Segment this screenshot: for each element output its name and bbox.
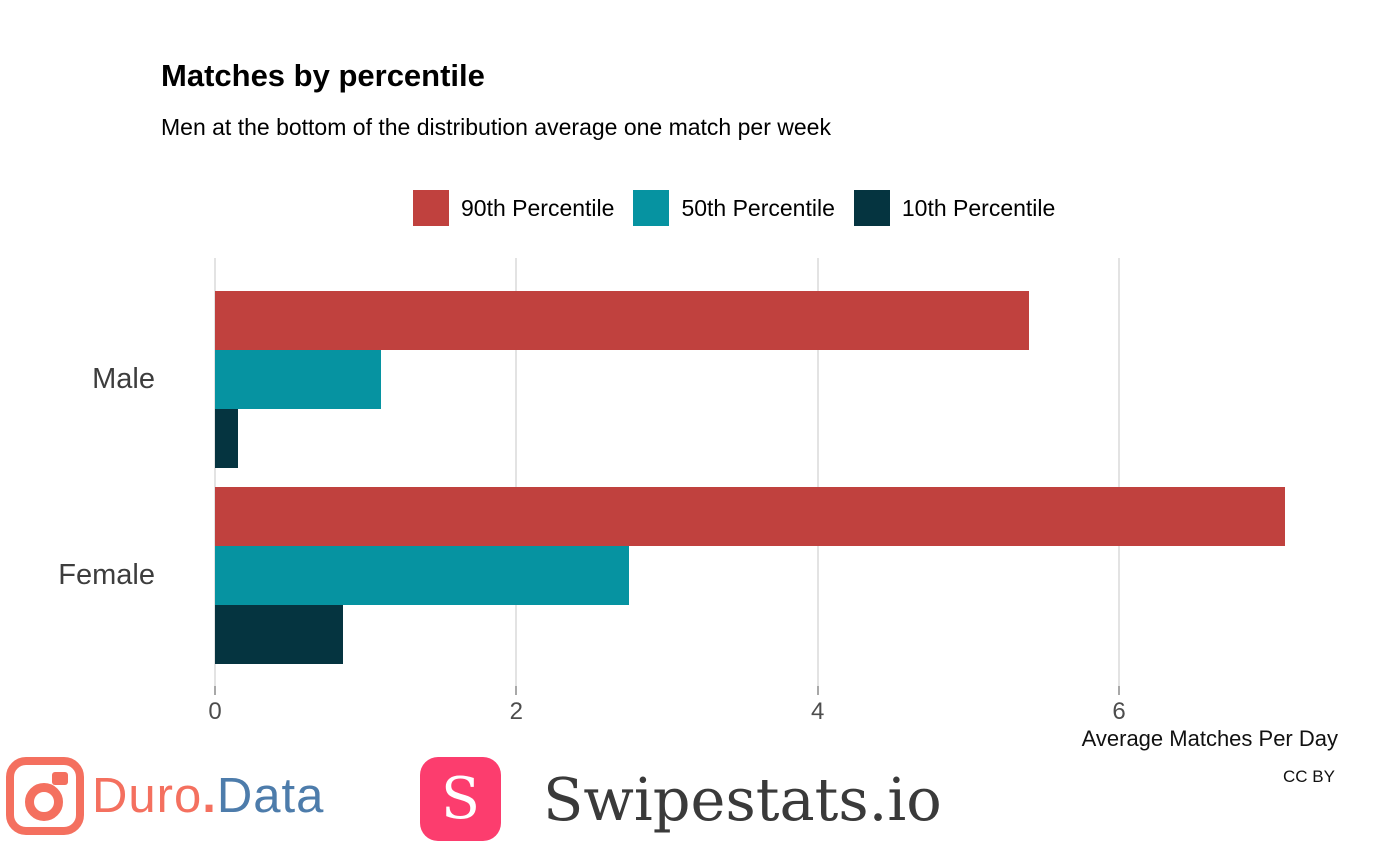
category-label-female: Female xyxy=(58,558,155,591)
gridline xyxy=(816,258,819,686)
x-tick-label: 2 xyxy=(509,698,524,725)
data-text: Data xyxy=(216,769,325,823)
x-tick-label: 0 xyxy=(208,698,222,725)
gridline xyxy=(214,258,216,686)
category-label-male: Male xyxy=(92,362,155,395)
legend-item-90th: 90th Percentile xyxy=(413,190,614,226)
legend-label-10th: 10th Percentile xyxy=(901,194,1056,221)
legend-swatch-10th-icon xyxy=(853,190,890,226)
x-axis-tick xyxy=(816,686,819,695)
swipestats-wordmark: Swipestats.io xyxy=(543,764,942,834)
bar-female-10th-percentile xyxy=(215,605,344,664)
chart-subtitle: Men at the bottom of the distribution av… xyxy=(161,114,831,140)
legend-swatch-90th-icon xyxy=(413,190,449,226)
camera-lens-icon xyxy=(25,783,63,821)
swipestats-logo[interactable]: S Swipestats.io xyxy=(420,757,942,841)
x-tick-label: 4 xyxy=(810,698,825,725)
camera-flash-icon xyxy=(52,772,68,785)
legend-item-50th: 50th Percentile xyxy=(633,190,835,226)
swipestats-s-letter: S xyxy=(440,765,481,832)
bar-male-50th-percentile xyxy=(215,350,381,409)
x-axis-tick xyxy=(214,686,216,695)
bar-male-10th-percentile xyxy=(215,409,238,468)
swipestats-s-icon: S xyxy=(420,757,501,841)
legend-label-50th: 50th Percentile xyxy=(681,194,835,221)
duro-data-wordmark: Duro.Data xyxy=(92,768,324,824)
camera-icon xyxy=(6,757,84,835)
bar-male-90th-percentile xyxy=(215,291,1029,350)
legend: 90th Percentile 50th Percentile 10th Per… xyxy=(413,190,1055,226)
x-axis-tick xyxy=(1118,686,1121,695)
x-axis-label: Average Matches Per Day xyxy=(1081,726,1338,751)
legend-item-10th: 10th Percentile xyxy=(853,190,1056,226)
chart-title: Matches by percentile xyxy=(161,58,485,93)
license-text: CC BY xyxy=(1283,767,1335,786)
bar-female-90th-percentile xyxy=(215,487,1285,546)
duro-data-logo[interactable]: Duro.Data xyxy=(6,757,324,835)
legend-label-90th: 90th Percentile xyxy=(461,194,615,221)
x-axis-tick xyxy=(515,686,518,695)
gridline xyxy=(515,258,518,686)
bar-female-50th-percentile xyxy=(215,546,630,605)
legend-swatch-50th-icon xyxy=(633,190,670,226)
x-tick-label: 6 xyxy=(1112,698,1126,725)
gridline xyxy=(1118,258,1121,686)
duro-dot: . xyxy=(202,769,217,823)
duro-text: Duro xyxy=(92,769,203,823)
